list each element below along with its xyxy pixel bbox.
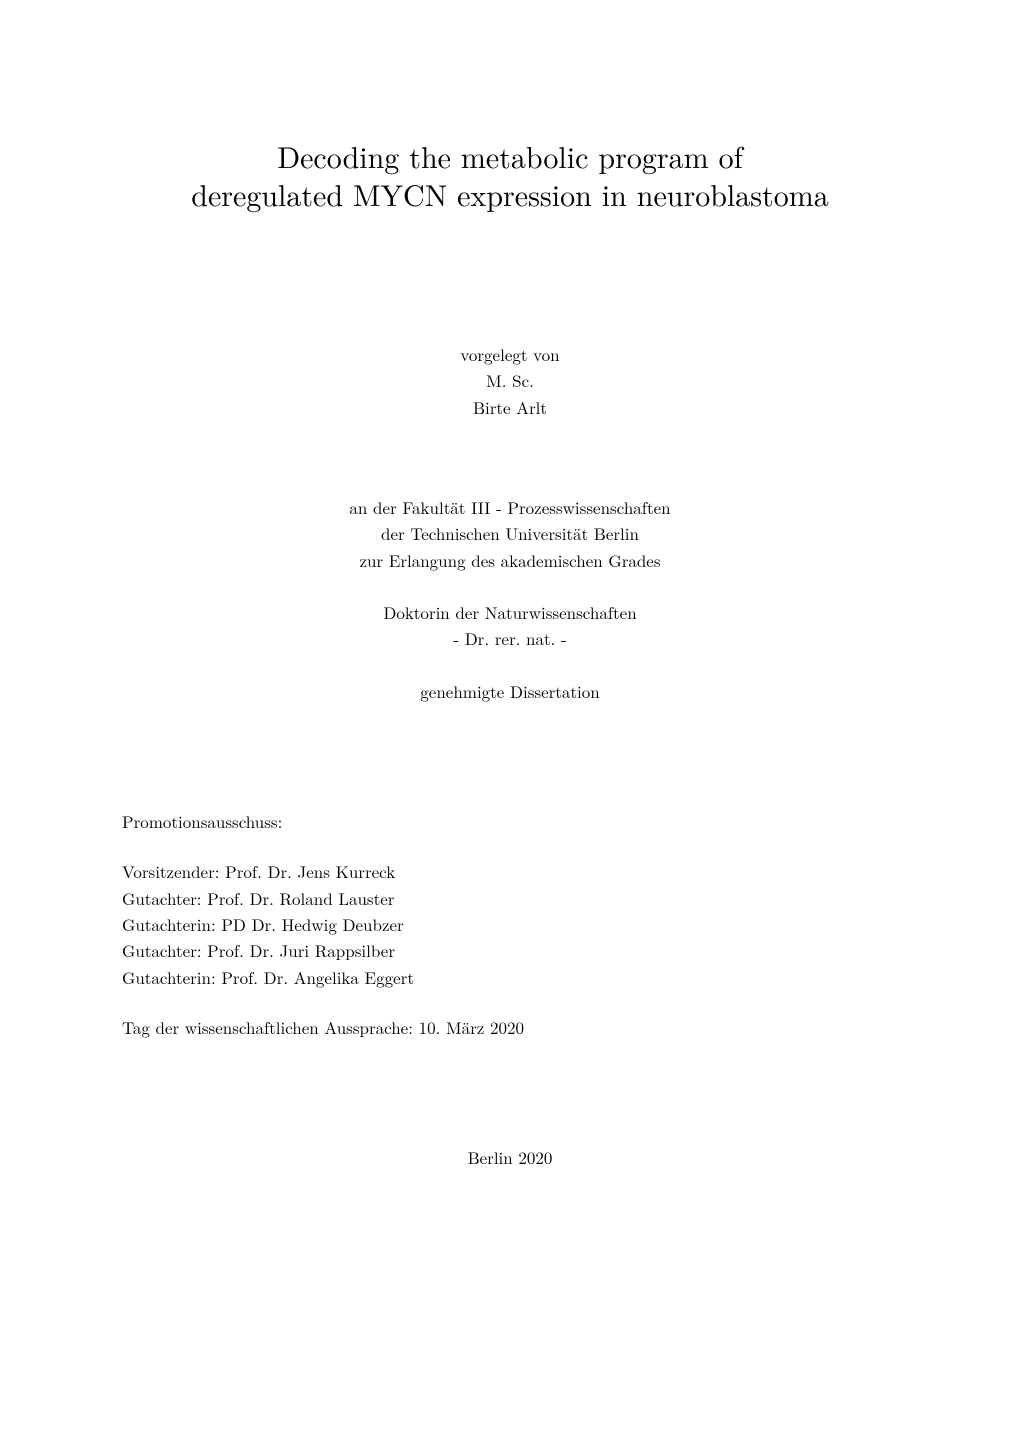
author-name: Birte Arlt (122, 394, 898, 420)
faculty-line: an der Fakultät III - Prozesswissenschaf… (122, 494, 898, 520)
title-line-2: deregulated MYCN expression in neuroblas… (191, 172, 828, 215)
purpose-line: zur Erlangung des akademischen Grades (122, 547, 898, 573)
degree-abbrev: - Dr. rer. nat. - (122, 625, 898, 651)
institution-block: an der Fakultät III - Prozesswissenschaf… (122, 494, 898, 573)
committee-member: Gutachter: Prof. Dr. Roland Lauster (122, 885, 898, 911)
dissertation-type: genehmigte Dissertation (122, 678, 898, 704)
submitted-by-label: vorgelegt von (122, 341, 898, 367)
committee-member: Gutachterin: Prof. Dr. Angelika Eggert (122, 964, 898, 990)
degree-name: Doktorin der Naturwissenschaften (122, 599, 898, 625)
committee-heading: Promotionsausschuss: (122, 808, 898, 834)
committee-member: Gutachter: Prof. Dr. Juri Rappsilber (122, 937, 898, 963)
dissertation-title: Decoding the metabolic program of deregu… (122, 137, 898, 212)
author-block: vorgelegt von M. Sc. Birte Arlt (122, 341, 898, 420)
title-page: Decoding the metabolic program of deregu… (0, 0, 1020, 1442)
degree-block: Doktorin der Naturwissenschaften - Dr. r… (122, 599, 898, 652)
committee-list: Vorsitzender: Prof. Dr. Jens Kurreck Gut… (122, 858, 898, 990)
footer-city-year: Berlin 2020 (122, 1145, 898, 1169)
author-prior-degree: M. Sc. (122, 367, 898, 393)
committee-member: Gutachterin: PD Dr. Hedwig Deubzer (122, 911, 898, 937)
university-line: der Technischen Universität Berlin (122, 520, 898, 546)
dissertation-type-label: genehmigte Dissertation (420, 679, 599, 703)
defense-date: Tag der wissenschaftlichen Aussprache: 1… (122, 1014, 898, 1040)
committee-member: Vorsitzender: Prof. Dr. Jens Kurreck (122, 858, 898, 884)
